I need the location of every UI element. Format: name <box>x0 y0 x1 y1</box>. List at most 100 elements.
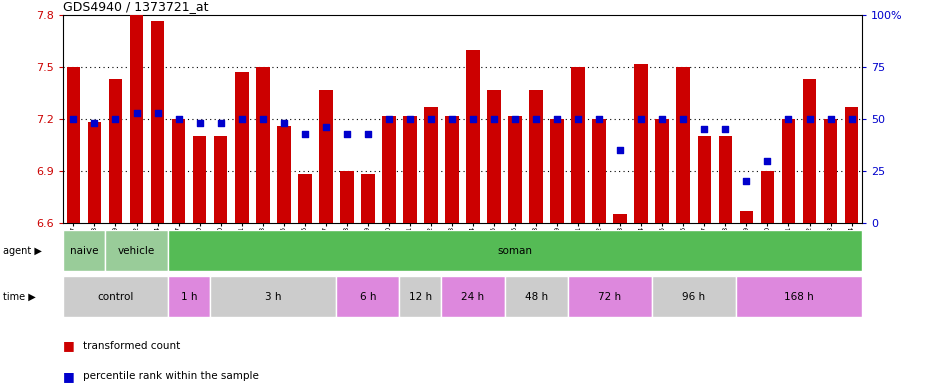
Point <box>529 116 544 122</box>
Bar <box>782 119 796 223</box>
Point <box>760 157 775 164</box>
Bar <box>168 276 210 317</box>
Text: naive: naive <box>69 245 98 256</box>
Bar <box>108 79 122 223</box>
Text: 1 h: 1 h <box>181 291 197 302</box>
Point <box>234 116 249 122</box>
Text: GDS4940 / 1373721_at: GDS4940 / 1373721_at <box>63 0 208 13</box>
Point <box>613 147 628 153</box>
Bar <box>130 15 143 223</box>
Bar <box>256 67 269 223</box>
Bar <box>504 276 568 317</box>
Point <box>255 116 270 122</box>
Bar <box>635 64 648 223</box>
Bar <box>277 126 290 223</box>
Point <box>130 110 144 116</box>
Point <box>634 116 648 122</box>
Bar <box>400 276 441 317</box>
Bar <box>441 276 504 317</box>
Text: ■: ■ <box>63 339 75 352</box>
Point <box>87 120 102 126</box>
Bar <box>298 174 312 223</box>
Bar <box>168 230 862 271</box>
Bar <box>760 171 774 223</box>
Text: control: control <box>97 291 134 302</box>
Text: agent ▶: agent ▶ <box>3 245 42 256</box>
Text: 6 h: 6 h <box>360 291 376 302</box>
Bar <box>88 122 101 223</box>
Text: 48 h: 48 h <box>524 291 548 302</box>
Point <box>571 116 586 122</box>
Point <box>718 126 733 132</box>
Point <box>781 116 796 122</box>
Bar <box>697 136 711 223</box>
Point <box>66 116 80 122</box>
Bar <box>652 276 736 317</box>
Point <box>823 116 838 122</box>
Bar <box>63 230 105 271</box>
Bar <box>736 276 862 317</box>
Bar <box>508 116 522 223</box>
Point <box>697 126 711 132</box>
Point <box>192 120 207 126</box>
Bar <box>466 50 480 223</box>
Bar <box>824 119 837 223</box>
Bar <box>656 119 669 223</box>
Point <box>655 116 670 122</box>
Bar <box>740 210 753 223</box>
Point <box>361 131 376 137</box>
Bar <box>151 21 165 223</box>
Text: vehicle: vehicle <box>117 245 155 256</box>
Point <box>487 116 501 122</box>
Text: 3 h: 3 h <box>265 291 281 302</box>
Bar <box>592 119 606 223</box>
Text: 12 h: 12 h <box>409 291 432 302</box>
Bar <box>192 136 206 223</box>
Bar <box>613 214 627 223</box>
Point <box>845 116 859 122</box>
Bar <box>550 119 564 223</box>
Point <box>402 116 417 122</box>
Text: time ▶: time ▶ <box>3 291 35 302</box>
Point <box>445 116 460 122</box>
Point <box>214 120 228 126</box>
Point <box>549 116 564 122</box>
Bar <box>803 79 817 223</box>
Bar <box>210 276 337 317</box>
Point <box>592 116 607 122</box>
Text: 72 h: 72 h <box>598 291 622 302</box>
Bar <box>319 90 333 223</box>
Bar <box>572 67 585 223</box>
Bar <box>235 73 249 223</box>
Point <box>339 131 354 137</box>
Bar <box>214 136 228 223</box>
Point <box>424 116 438 122</box>
Bar <box>382 116 396 223</box>
Point <box>676 116 691 122</box>
Point <box>465 116 480 122</box>
Bar <box>63 276 168 317</box>
Text: soman: soman <box>498 245 533 256</box>
Bar <box>337 276 400 317</box>
Text: transformed count: transformed count <box>83 341 180 351</box>
Text: percentile rank within the sample: percentile rank within the sample <box>83 371 259 381</box>
Point <box>802 116 817 122</box>
Point <box>381 116 396 122</box>
Point <box>508 116 523 122</box>
Bar <box>67 67 80 223</box>
Bar <box>487 90 500 223</box>
Point <box>739 178 754 184</box>
Bar <box>445 116 459 223</box>
Bar <box>568 276 652 317</box>
Point <box>277 120 291 126</box>
Bar <box>172 119 185 223</box>
Text: 96 h: 96 h <box>683 291 706 302</box>
Bar <box>361 174 375 223</box>
Bar <box>403 116 417 223</box>
Text: 24 h: 24 h <box>462 291 485 302</box>
Bar <box>845 107 858 223</box>
Bar <box>529 90 543 223</box>
Point <box>150 110 165 116</box>
Bar <box>340 171 353 223</box>
Bar <box>105 230 168 271</box>
